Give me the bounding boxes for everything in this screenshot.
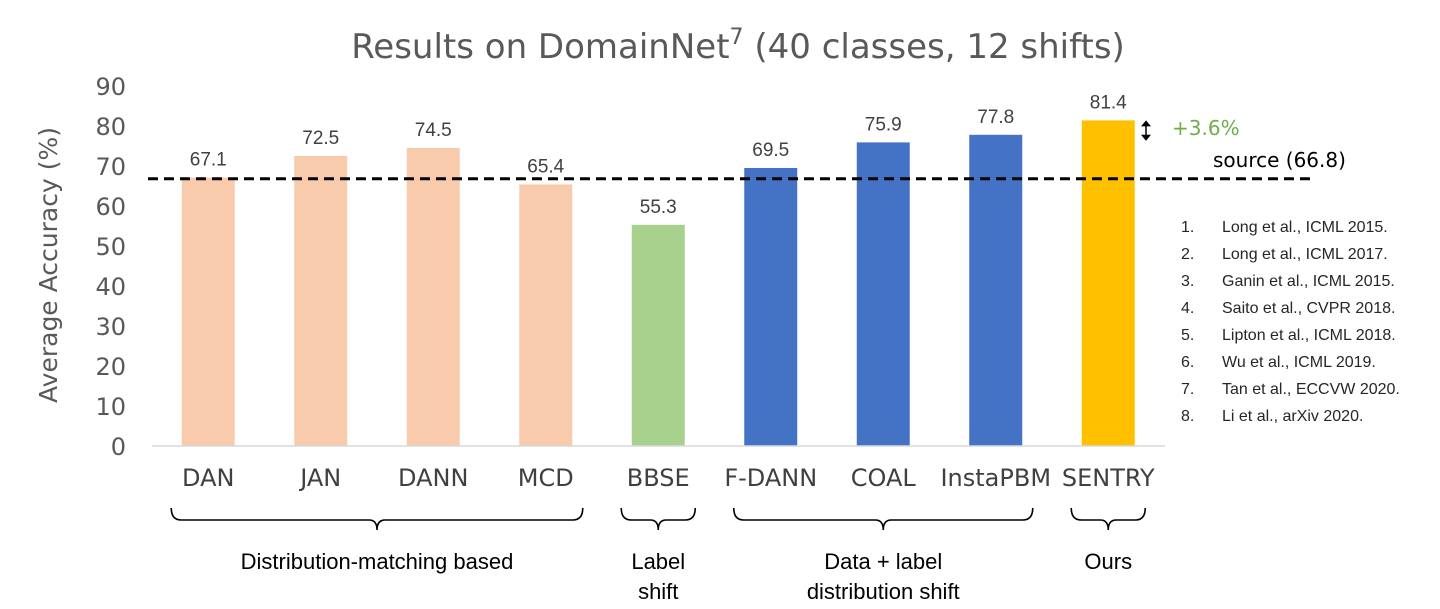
y-axis-ticks: 0 10 20 30 40 50 60 70 80 90 (95, 73, 126, 461)
reference-number: 5. (1181, 327, 1194, 344)
bar (856, 142, 910, 446)
reference-number: 4. (1181, 300, 1194, 317)
group-brace (732, 507, 1034, 531)
chart-title: Results on DomainNet7 (40 classes, 12 sh… (351, 25, 1125, 67)
double-arrow-icon (1141, 120, 1151, 141)
reference-number: 1. (1181, 219, 1194, 236)
bar-value-label: 77.8 (977, 107, 1014, 128)
bar (1081, 120, 1135, 447)
bar (294, 156, 348, 446)
bar-value-label: 67.1 (190, 150, 227, 171)
reference-text: Lipton et al., ICML 2018. (1222, 327, 1396, 344)
y-tick-label: 0 (111, 433, 126, 461)
improvement-label: +3.6% (1172, 116, 1240, 140)
y-tick-label: 90 (95, 73, 126, 101)
bar-value-label: 69.5 (752, 140, 789, 161)
x-category-label: DANN (398, 464, 468, 492)
x-category-label: F-DANN (724, 464, 817, 492)
bar (744, 168, 798, 446)
bar (406, 148, 460, 446)
reference-text: Tan et al., ECCVW 2020. (1222, 381, 1400, 398)
source-reference-label: source (66.8) (1213, 148, 1346, 172)
reference-number: 3. (1181, 273, 1194, 290)
y-tick-label: 50 (95, 233, 126, 261)
x-category-label: JAN (298, 464, 341, 492)
group-label: Distribution-matching based (241, 549, 514, 574)
y-tick-label: 10 (95, 393, 126, 421)
reference-text: Ganin et al., ICML 2015. (1222, 273, 1395, 290)
improvement-annotation: +3.6% (1141, 116, 1240, 141)
y-axis-label: Average Accuracy (%) (34, 127, 63, 403)
bar (181, 177, 235, 446)
reference-number: 7. (1181, 381, 1194, 398)
group-label: shift (638, 579, 678, 604)
category-groups: Distribution-matching based Label shift Dat… (170, 507, 1147, 604)
group-brace (620, 507, 697, 531)
x-category-label: MCD (518, 464, 574, 492)
x-category-label: COAL (851, 464, 917, 492)
group-label: Ours (1084, 549, 1132, 574)
x-category-label: InstaPBM (940, 464, 1051, 492)
y-tick-label: 40 (95, 273, 126, 301)
bar-value-label: 81.4 (1090, 92, 1127, 113)
reference-number: 6. (1181, 354, 1194, 371)
y-tick-label: 20 (95, 353, 126, 381)
reference-number: 2. (1181, 246, 1194, 263)
reference-text: Saito et al., CVPR 2018. (1222, 300, 1395, 317)
x-category-label: SENTRY (1062, 464, 1155, 492)
x-category-label: DAN (182, 464, 234, 492)
y-tick-label: 60 (95, 193, 126, 221)
group-brace (1070, 507, 1147, 531)
group-label: distribution shift (807, 579, 960, 604)
y-tick-label: 70 (95, 153, 126, 181)
bar (631, 224, 685, 446)
reference-number: 8. (1181, 408, 1194, 425)
bar (519, 184, 573, 446)
reference-text: Li et al., arXiv 2020. (1222, 408, 1363, 425)
bar-value-label: 75.9 (865, 114, 902, 135)
y-tick-label: 30 (95, 313, 126, 341)
reference-text: Long et al., ICML 2017. (1222, 246, 1388, 263)
chart-title-main: Results on DomainNet (351, 27, 729, 67)
reference-text: Wu et al., ICML 2019. (1222, 354, 1376, 371)
y-tick-label: 80 (95, 113, 126, 141)
bar (969, 134, 1023, 447)
group-label: Label (631, 549, 685, 574)
bar-value-label: 72.5 (302, 128, 339, 149)
bar-value-label: 65.4 (527, 156, 564, 177)
group-label: Data + label (824, 549, 942, 574)
bar-value-label: 74.5 (415, 120, 452, 141)
x-axis-categories: DAN JAN DANN MCD BBSE F-DANN COAL InstaPBM SENTR… (182, 464, 1155, 492)
chart-title-suffix: (40 classes, 12 shifts) (744, 27, 1125, 67)
bar-value-label: 55.3 (640, 197, 677, 218)
bars: 67.1 72.5 74.5 65.4 55.3 69.5 75.9 77.8 81.4 (181, 92, 1135, 447)
reference-list: 1. Long et al., ICML 2015. 2. Long et al., … (1181, 219, 1400, 425)
x-category-label: BBSE (627, 464, 690, 492)
group-brace (170, 507, 584, 531)
reference-text: Long et al., ICML 2015. (1222, 219, 1388, 236)
chart-title-superscript: 7 (730, 25, 744, 50)
